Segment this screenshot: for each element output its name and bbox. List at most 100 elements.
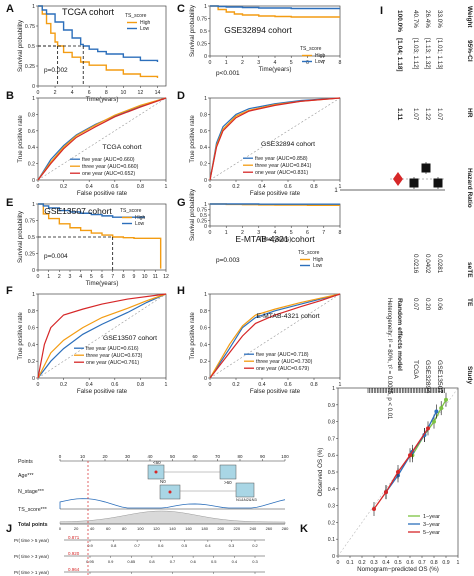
x-tick-label: 0.8 bbox=[430, 560, 437, 566]
y-tick-label: 0.2 bbox=[28, 359, 35, 365]
x-tick-label: 0.6 bbox=[111, 184, 118, 190]
calibration-line bbox=[373, 427, 429, 510]
panel-letter: F bbox=[6, 285, 13, 297]
y-tick-label: 1 bbox=[332, 386, 335, 392]
x-tick-label: 4 bbox=[274, 230, 277, 236]
axes-frame bbox=[37, 293, 167, 379]
axis-tick-label: 240 bbox=[250, 526, 257, 531]
sete-value: 0.0402 bbox=[424, 254, 431, 274]
x-axis-label: False positive rate bbox=[77, 388, 128, 395]
x-tick-label: 0 bbox=[37, 274, 40, 280]
x-tick-label: 7 bbox=[322, 230, 325, 236]
pooled-diamond bbox=[393, 172, 403, 186]
axis-tick-label: 0.7 bbox=[134, 543, 140, 548]
column-header: TE bbox=[466, 298, 473, 307]
total-points-density bbox=[59, 510, 286, 525]
axis-tick-label: 0 bbox=[59, 526, 62, 531]
legend-entry: five year (AUC=0.858) bbox=[255, 156, 308, 162]
panel-g: 0 1 2 3 4 5 6 7 800.250.50.751Time(years)Surviva… bbox=[189, 188, 342, 269]
axis-tick-label: 0.3 bbox=[229, 543, 235, 548]
y-tick-label: 0 bbox=[32, 178, 35, 184]
y-tick-label: 0.3 bbox=[328, 504, 335, 510]
x-tick-label: 6 bbox=[306, 60, 309, 66]
axis-tick-label: 20 bbox=[74, 526, 79, 531]
x-tick-label: 1 bbox=[165, 382, 168, 388]
y-tick-label: 0.8 bbox=[328, 420, 335, 426]
x-tick-label: 0 bbox=[337, 560, 340, 566]
y-tick-label: 0.6 bbox=[28, 129, 35, 135]
panel-letter: E bbox=[6, 197, 13, 209]
x-tick-label: 8 bbox=[105, 90, 108, 96]
axes-frame bbox=[209, 293, 341, 379]
y-tick-label: 0 bbox=[204, 224, 207, 230]
axis-tick-label: 20 bbox=[102, 454, 108, 459]
y-tick-label: 1 bbox=[204, 96, 207, 102]
sete-value: 0.0216 bbox=[412, 254, 419, 274]
pooled-hr: 1.11 bbox=[396, 108, 403, 121]
axis-tick-label: 60 bbox=[106, 526, 111, 531]
legend-entry: three year (AUC=0.673) bbox=[86, 353, 143, 359]
axis-tick-label: 0.95 bbox=[86, 559, 95, 564]
chart-title: TCGA cohort bbox=[102, 144, 141, 151]
calibration-point bbox=[372, 506, 376, 511]
x-axis-label: Time(years) bbox=[259, 236, 292, 243]
panel-i: Weight 95%-CI HR Hazard Ratio seTE TE Study 33.… bbox=[334, 6, 473, 420]
panel-letter: C bbox=[177, 3, 185, 15]
panel-letter: G bbox=[177, 197, 186, 209]
y-tick-label: 0.25 bbox=[197, 42, 207, 48]
calibration-point bbox=[384, 490, 388, 495]
x-tick-label: 10 bbox=[120, 90, 126, 96]
study-name: GSE32894 bbox=[424, 360, 431, 393]
x-tick-label: 0.6 bbox=[284, 184, 291, 190]
x-axis-label: False positive rate bbox=[250, 190, 301, 197]
km-curve-low bbox=[210, 5, 340, 10]
axis-tick-label: 0.8 bbox=[149, 559, 155, 564]
axis-tick-label: 10 bbox=[80, 454, 86, 459]
x-tick-label: 10 bbox=[142, 274, 148, 280]
chart-title: GSE32894 cohort bbox=[224, 25, 292, 35]
y-tick-label: 0.6 bbox=[328, 453, 335, 459]
roc-curve bbox=[37, 97, 167, 181]
pooled-label: Random effects model bbox=[396, 298, 403, 371]
column-header: seTE bbox=[466, 262, 473, 278]
km-curve-high bbox=[38, 5, 159, 78]
axis-tick-label: 80 bbox=[122, 526, 127, 531]
x-tick-label: 11 bbox=[153, 274, 158, 280]
chart-title: E-MTAB-4321 cohort bbox=[235, 234, 315, 244]
x-tick-label: 5 bbox=[90, 274, 93, 280]
column-header: 95%-CI bbox=[466, 40, 473, 62]
axis-tick-label: 40 bbox=[147, 454, 153, 459]
y-tick-label: 1 bbox=[32, 202, 35, 208]
roc-curve bbox=[37, 293, 167, 379]
predicted-probability: 0.964 bbox=[68, 567, 80, 572]
p-value: p=0.003 bbox=[216, 257, 240, 264]
study-square bbox=[433, 178, 443, 188]
axis-tick-label: 0.3 bbox=[252, 559, 258, 564]
x-tick-label: 8 bbox=[339, 230, 342, 236]
axis-tick-label: 0.7 bbox=[170, 559, 176, 564]
p-value: p<0.001 bbox=[216, 70, 240, 77]
panel-letter: I bbox=[380, 5, 383, 17]
roc-curve bbox=[37, 293, 167, 379]
axis-tick-label: 0.4 bbox=[205, 543, 211, 548]
km-curve-low bbox=[38, 5, 159, 62]
x-tick-label: 6 bbox=[101, 274, 104, 280]
y-tick-label: 1 bbox=[204, 202, 207, 208]
pooled-ci: [1.04; 1.18] bbox=[396, 38, 403, 72]
weight-value: 26.4% bbox=[424, 10, 431, 28]
x-tick-label: 14 bbox=[155, 90, 161, 96]
y-axis-label: Survival probability bbox=[17, 19, 24, 72]
roc-curve bbox=[209, 97, 341, 181]
axis-tick-label: 0.6 bbox=[190, 559, 196, 564]
y-tick-label: 0.25 bbox=[25, 252, 35, 258]
row-label: Points bbox=[18, 459, 33, 465]
y-tick-label: 0.4 bbox=[200, 145, 207, 151]
legend-entry: Low bbox=[135, 221, 145, 227]
y-tick-label: 0.6 bbox=[200, 326, 207, 332]
km-curve-high bbox=[38, 203, 162, 269]
legend-entry: High bbox=[140, 20, 151, 26]
panel-h: 0 0.2 0.4 0.6 0.8 1 0 0.2 0.4 0.6 0.8 1 False positi… bbox=[189, 292, 342, 395]
x-tick-label: 1 bbox=[225, 230, 228, 236]
